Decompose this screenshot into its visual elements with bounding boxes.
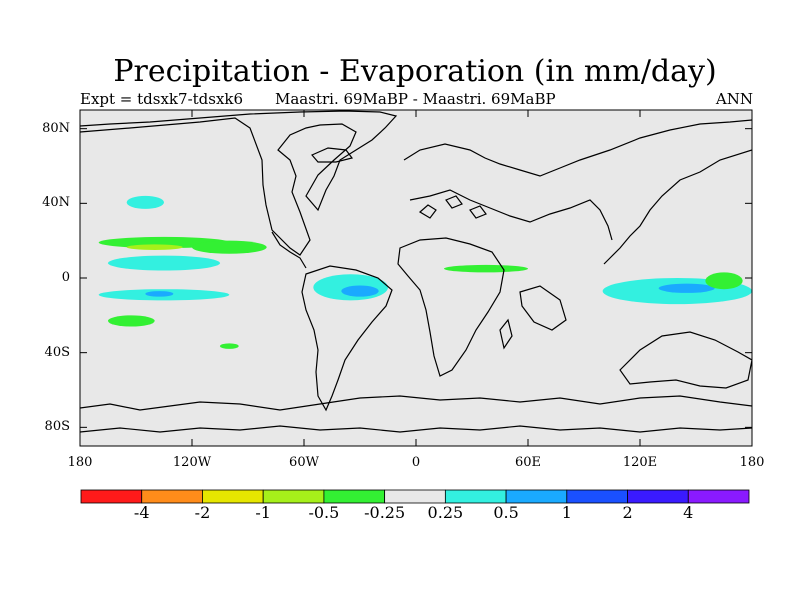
contour-region-8 bbox=[444, 264, 528, 273]
coastline-antarctica-inner bbox=[80, 425, 752, 433]
colorbar-label-3: -0.5 bbox=[308, 503, 340, 522]
coastline-north-america bbox=[80, 110, 398, 256]
coastline-central-america bbox=[271, 231, 307, 269]
map-title: Precipitation - Evaporation (in mm/day) bbox=[113, 54, 717, 89]
contour-region-0 bbox=[108, 255, 220, 271]
lon-tick-label-3: 0 bbox=[411, 455, 421, 470]
contour-region-12 bbox=[107, 315, 155, 327]
coastline-south-america bbox=[301, 265, 393, 412]
colorbar-label-7: 1 bbox=[561, 503, 572, 522]
colorbar-swatch-3 bbox=[262, 489, 325, 504]
lon-tick-label-5: 120E bbox=[622, 455, 658, 470]
coastline-europe-islands bbox=[418, 195, 487, 219]
colorbar-label-8: 2 bbox=[622, 503, 633, 522]
contour-region-3 bbox=[192, 240, 267, 254]
coastline-layer bbox=[80, 110, 752, 433]
colorbar-label-6: 0.5 bbox=[493, 503, 519, 522]
colorbar-label-0: -4 bbox=[133, 503, 150, 522]
lon-tick-label-0: 180 bbox=[67, 455, 93, 470]
colorbar-swatch-6 bbox=[444, 489, 507, 504]
colorbar-swatch-4 bbox=[323, 489, 386, 504]
coastline-tethys bbox=[409, 189, 613, 241]
lon-tick-label-2: 60W bbox=[289, 455, 319, 470]
coastline-madagascar bbox=[499, 318, 513, 350]
lat-tick-label-0: 80N bbox=[42, 120, 70, 136]
contour-region-14 bbox=[126, 195, 164, 209]
lat-tick-label-4: 80S bbox=[44, 419, 70, 435]
colorbar-label-2: -1 bbox=[255, 503, 271, 522]
colorbar-swatch-7 bbox=[505, 489, 568, 504]
lon-tick-label-6: 180 bbox=[739, 455, 765, 470]
coastline-antarctica bbox=[80, 395, 752, 411]
contour-region-7 bbox=[341, 285, 379, 297]
coastline-hudson-region bbox=[311, 147, 354, 163]
contour-region-5 bbox=[145, 291, 174, 297]
lon-tick-label-4: 60E bbox=[514, 455, 542, 470]
colorbar-label-1: -2 bbox=[194, 503, 211, 522]
colorbar-swatch-5 bbox=[384, 489, 446, 504]
colorbar bbox=[80, 489, 750, 504]
coastline-asia-east bbox=[603, 149, 752, 265]
map-background bbox=[80, 110, 752, 446]
contour-region-10 bbox=[658, 283, 715, 293]
lon-tick-label-1: 120W bbox=[172, 455, 212, 470]
lat-tick-label-3: 40S bbox=[44, 344, 70, 360]
colorbar-swatch-8 bbox=[566, 489, 628, 504]
colorbar-label-4: -0.25 bbox=[364, 503, 406, 522]
colorbar-swatch-10 bbox=[687, 489, 750, 504]
lat-tick-label-2: 0 bbox=[61, 270, 70, 285]
period-label: Maastri. 69MaBP - Maastri. 69MaBP bbox=[275, 90, 556, 108]
experiment-label: Expt = tdsxk7-tdsxk6 bbox=[80, 90, 244, 108]
coastline-eurasia bbox=[403, 119, 752, 177]
contour-fill-layer bbox=[98, 195, 752, 349]
colorbar-swatch-0 bbox=[80, 489, 143, 504]
season-label: ANN bbox=[715, 90, 753, 108]
colorbar-label-5: 0.25 bbox=[427, 503, 464, 522]
contour-region-13 bbox=[220, 343, 239, 349]
lat-tick-label-1: 40N bbox=[42, 195, 70, 211]
coastline-india bbox=[519, 285, 567, 331]
colorbar-swatch-2 bbox=[202, 489, 264, 504]
contour-region-2 bbox=[126, 244, 183, 250]
contour-region-11 bbox=[705, 272, 743, 290]
coastline-africa bbox=[397, 237, 505, 377]
colorbar-swatch-9 bbox=[627, 489, 689, 504]
tick-marks bbox=[79, 110, 753, 446]
colorbar-label-9: 4 bbox=[683, 503, 694, 522]
colorbar-swatch-1 bbox=[141, 489, 203, 504]
coastline-australia bbox=[619, 331, 752, 389]
